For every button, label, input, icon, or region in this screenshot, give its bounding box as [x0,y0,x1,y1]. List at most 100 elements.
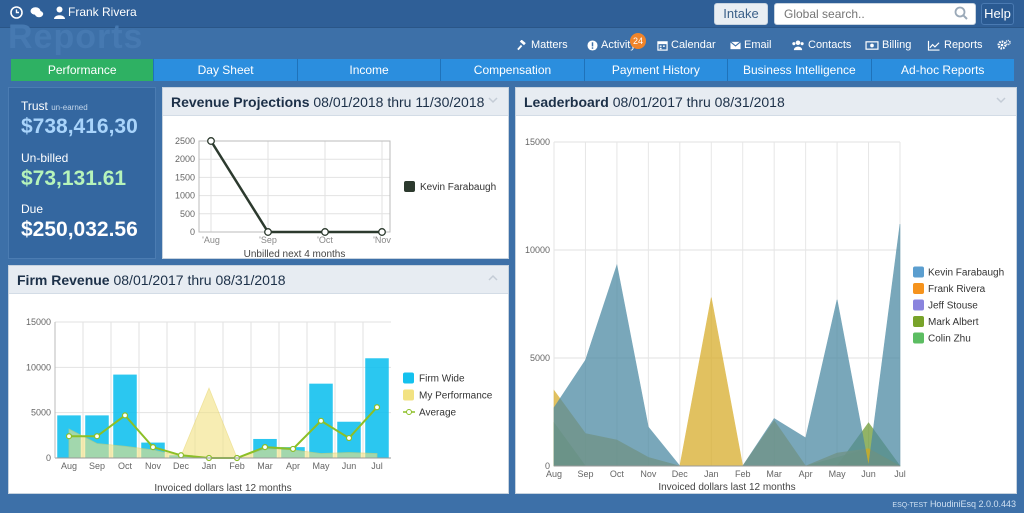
x-tick-label: Sep [577,469,593,479]
settings-gear-icon[interactable] [997,39,1011,51]
y-tick-label: 10000 [26,362,51,372]
average-point [177,452,185,459]
x-tick-label: Dec [173,461,190,471]
help-button[interactable]: Help [981,3,1014,25]
firm-revenue-title: Firm Revenue [17,272,110,288]
nav-reports-label: Reports [944,39,983,51]
environment-label: ESQ-TEST [892,502,928,509]
x-tick-label: Feb [229,461,245,471]
x-tick-label: Jan [704,469,719,479]
x-tick-label: Nov [145,461,162,471]
firm-revenue-range: 08/01/2017 thru 08/31/2018 [113,272,286,288]
users-icon [792,39,804,50]
tab-income[interactable]: Income [297,59,442,81]
data-point [207,137,215,145]
y-tick-label: 10000 [525,245,550,255]
global-search-input[interactable] [774,3,976,25]
y-tick-label: 2000 [175,154,195,164]
nav-billing-label: Billing [882,39,912,51]
unbilled-value: $73,131.61 [21,167,127,190]
legend-label: Colin Zhu [928,334,971,345]
username[interactable]: Frank Rivera [68,5,137,19]
x-tick-label: Sep [89,461,105,471]
x-axis-label: Invoiced dollars last 12 months [658,482,795,493]
revenue-projections-title: Revenue Projections [171,94,310,110]
nav-contacts[interactable]: Contacts [791,39,851,51]
line-chart-icon [927,40,940,51]
search-icon[interactable] [954,6,968,20]
average-point [317,417,325,424]
chevron-up-icon[interactable] [488,273,498,283]
account-summary-panel: Trust un-earned $738,416,30 Un-billed $7… [8,87,156,259]
chat-icon[interactable] [30,6,44,19]
nav-email[interactable]: Email [730,39,772,51]
x-tick-label: Jan [202,461,217,471]
nav-calendar[interactable]: Calendar [657,39,716,51]
legend-swatch [913,316,924,327]
x-tick-label: Jul [371,461,383,471]
revenue-projections-card: Revenue Projections 08/01/2018 thru 11/3… [162,87,509,260]
leaderboard-range: 08/01/2017 thru 08/31/2018 [612,94,785,110]
tab-payment-history[interactable]: Payment History [584,59,729,81]
version-footer: ESQ-TEST HoudiniEsq 2.0.0.443 [892,499,1016,509]
y-tick-label: 500 [180,209,195,219]
legend-label: My Performance [419,391,493,402]
legend-label: Jeff Stouse [928,301,978,312]
y-tick-label: 5000 [530,353,550,363]
top-bar: Frank Rivera Intake Help [0,0,1024,28]
x-tick-label: 'Oct [317,235,333,245]
legend-swatch [913,266,924,278]
plot-frame [198,140,391,233]
legend-label: Firm Wide [419,374,465,385]
calendar-icon [657,40,668,51]
trust-label: Trust un-earned [21,99,88,113]
nav-billing[interactable]: Billing [865,39,911,51]
average-point [289,445,297,453]
legend-label: Kevin Farabaugh [928,268,1004,279]
y-tick-label: 0 [46,453,51,463]
revenue-projections-range: 08/01/2018 thru 11/30/2018 [313,94,485,110]
alert-icon [587,39,598,51]
tab-performance[interactable]: Performance [11,59,155,81]
chevron-down-icon[interactable] [488,95,498,105]
data-point [264,228,272,236]
x-tick-label: May [829,469,847,479]
x-tick-label: Oct [610,469,625,479]
tab-compensation[interactable]: Compensation [441,59,585,81]
legend-label: Average [419,408,457,419]
nav-reports[interactable]: Reports [927,39,983,51]
leaderboard-chart: 0 5000 10000 15000 Aug Sep Oct Nov Dec Jan Feb Mar A… [525,137,1004,493]
clock-icon[interactable] [10,6,23,19]
main-nav: Matters Activity Calendar Email Contacts… [0,36,1024,56]
nav-matters[interactable]: Matters [517,39,568,51]
x-tick-label: Mar [257,461,273,471]
nav-activity[interactable]: Activity [587,39,636,51]
y-tick-label: 5000 [31,408,51,418]
nav-calendar-label: Calendar [671,39,716,51]
revenue-projections-header: Revenue Projections 08/01/2018 thru 11/3… [163,88,508,116]
firm-revenue-chart: 0 5000 10000 15000 Aug Sep Oct Nov Dec Jan Feb Mar A… [26,317,493,494]
tab-business-intelligence[interactable]: Business Intelligence [728,59,872,81]
page-watermark: Reports [8,18,144,56]
y-tick-label: 1500 [175,172,195,182]
intake-button[interactable]: Intake [714,3,768,25]
unbilled-label: Un-billed [21,151,69,165]
x-tick-label: Mar [766,469,782,479]
tab-adhoc-reports[interactable]: Ad-hoc Reports [871,59,1014,81]
average-point [373,404,381,411]
x-tick-label: May [312,461,330,471]
x-tick-label: 'Nov [373,235,391,245]
version-label: HoudiniEsq 2.0.0.443 [929,499,1016,509]
leaderboard-card: Leaderboard 08/01/2017 thru 08/31/2018 0… [515,87,1017,494]
legend-swatch [403,389,414,401]
activity-count-badge: 24 [630,33,646,49]
tab-day-sheet[interactable]: Day Sheet [154,59,298,81]
report-tabs: Performance Day Sheet Income Compensatio… [11,59,1014,81]
x-tick-label: Apr [286,461,300,471]
firm-revenue-header: Firm Revenue 08/01/2017 thru 08/31/2018 [9,266,508,294]
chevron-down-icon[interactable] [996,95,1006,105]
legend-swatch [913,332,924,344]
legend-label: Frank Rivera [928,284,986,295]
average-point [345,434,353,442]
user-icon[interactable] [54,6,65,19]
